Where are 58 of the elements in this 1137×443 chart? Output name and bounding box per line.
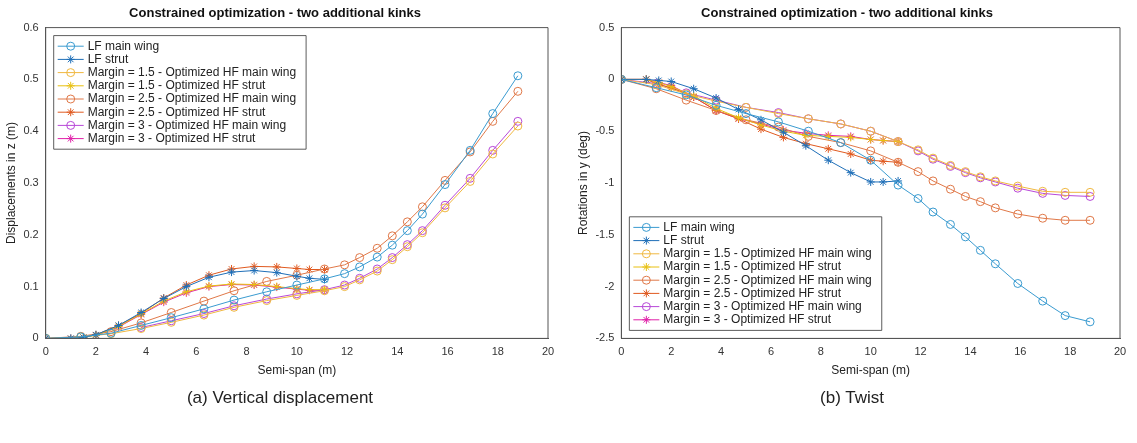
y-tick-label: -2.5 bbox=[595, 331, 615, 344]
y-tick-label: 0.4 bbox=[23, 124, 39, 137]
x-tick-label: 18 bbox=[491, 345, 504, 358]
x-tick-label: 0 bbox=[618, 345, 625, 358]
legend-label: LF main wing bbox=[663, 219, 735, 234]
x-tick-label: 2 bbox=[92, 345, 99, 358]
legend-label: Margin = 2.5 - Optimized HF main wing bbox=[87, 91, 297, 106]
y-tick-label: -0.5 bbox=[595, 124, 615, 137]
x-tick-label: 12 bbox=[914, 345, 927, 358]
y-tick-label: 0 bbox=[32, 331, 39, 344]
x-tick-label: 6 bbox=[767, 345, 775, 358]
legend-label: LF strut bbox=[87, 51, 130, 66]
legend-label: Margin = 3 - Optimized HF main wing bbox=[87, 117, 287, 132]
legend-label: Margin = 1.5 - Optimized HF strut bbox=[663, 259, 842, 274]
legend-label: Margin = 2.5 - Optimized HF main wing bbox=[663, 272, 872, 287]
x-axis-title: Semi-span (m) bbox=[831, 363, 911, 378]
x-tick-label: 4 bbox=[143, 345, 150, 358]
y-tick-label: 0.6 bbox=[23, 20, 39, 33]
x-tick-label: 20 bbox=[1113, 345, 1127, 358]
x-axis-title: Semi-span (m) bbox=[257, 363, 337, 378]
y-tick-label: 0 bbox=[608, 72, 615, 85]
x-tick-label: 4 bbox=[718, 345, 725, 358]
legend-label: Margin = 1.5 - Optimized HF main wing bbox=[87, 64, 297, 79]
text: (a) Vertical displacement bbox=[185, 388, 375, 408]
y-tick-label: 0.3 bbox=[23, 176, 39, 189]
legend-label: LF strut bbox=[663, 232, 705, 247]
y-tick-label: -1.5 bbox=[595, 227, 615, 240]
y-tick-label: -2 bbox=[604, 279, 615, 292]
legend-label: Margin = 2.5 - Optimized HF strut bbox=[87, 104, 267, 119]
x-tick-label: 12 bbox=[340, 345, 354, 358]
x-tick-label: 18 bbox=[1064, 345, 1077, 358]
legend-label: Margin = 2.5 - Optimized HF strut bbox=[663, 285, 842, 300]
x-tick-label: 20 bbox=[541, 345, 555, 358]
x-tick-label: 8 bbox=[817, 345, 824, 358]
x-tick-label: 6 bbox=[193, 345, 200, 358]
y-axis-title: Rotations in y (deg) bbox=[575, 130, 590, 236]
y-tick-label: 0.5 bbox=[23, 72, 39, 85]
legend-label: LF main wing bbox=[87, 38, 160, 53]
y-tick-label: 0.1 bbox=[23, 279, 39, 292]
x-tick-label: 10 bbox=[864, 345, 877, 358]
y-axis-title: Displacements in z (m) bbox=[3, 121, 18, 245]
x-tick-label: 16 bbox=[441, 345, 454, 358]
x-tick-label: 2 bbox=[668, 345, 675, 358]
x-tick-label: 0 bbox=[42, 345, 49, 358]
x-tick-label: 16 bbox=[1014, 345, 1027, 358]
x-tick-label: 14 bbox=[391, 345, 404, 358]
legend-label: Margin = 1.5 - Optimized HF strut bbox=[87, 78, 267, 93]
text: (b) Twist bbox=[819, 388, 885, 408]
y-tick-label: 0.2 bbox=[23, 227, 39, 240]
legend-label: Margin = 3 - Optimized HF strut bbox=[663, 312, 832, 327]
x-tick-label: 8 bbox=[243, 345, 250, 358]
chart-title: Constrained optimization - two additional kinks bbox=[701, 5, 993, 21]
x-tick-label: 10 bbox=[290, 345, 303, 358]
y-tick-label: -1 bbox=[604, 176, 615, 189]
y-tick-label: 0.5 bbox=[599, 20, 615, 33]
legend-label: Margin = 1.5 - Optimized HF main wing bbox=[663, 246, 872, 261]
x-tick-label: 14 bbox=[964, 345, 977, 358]
chart-title: Constrained optimization - two additional kinks bbox=[129, 5, 421, 21]
